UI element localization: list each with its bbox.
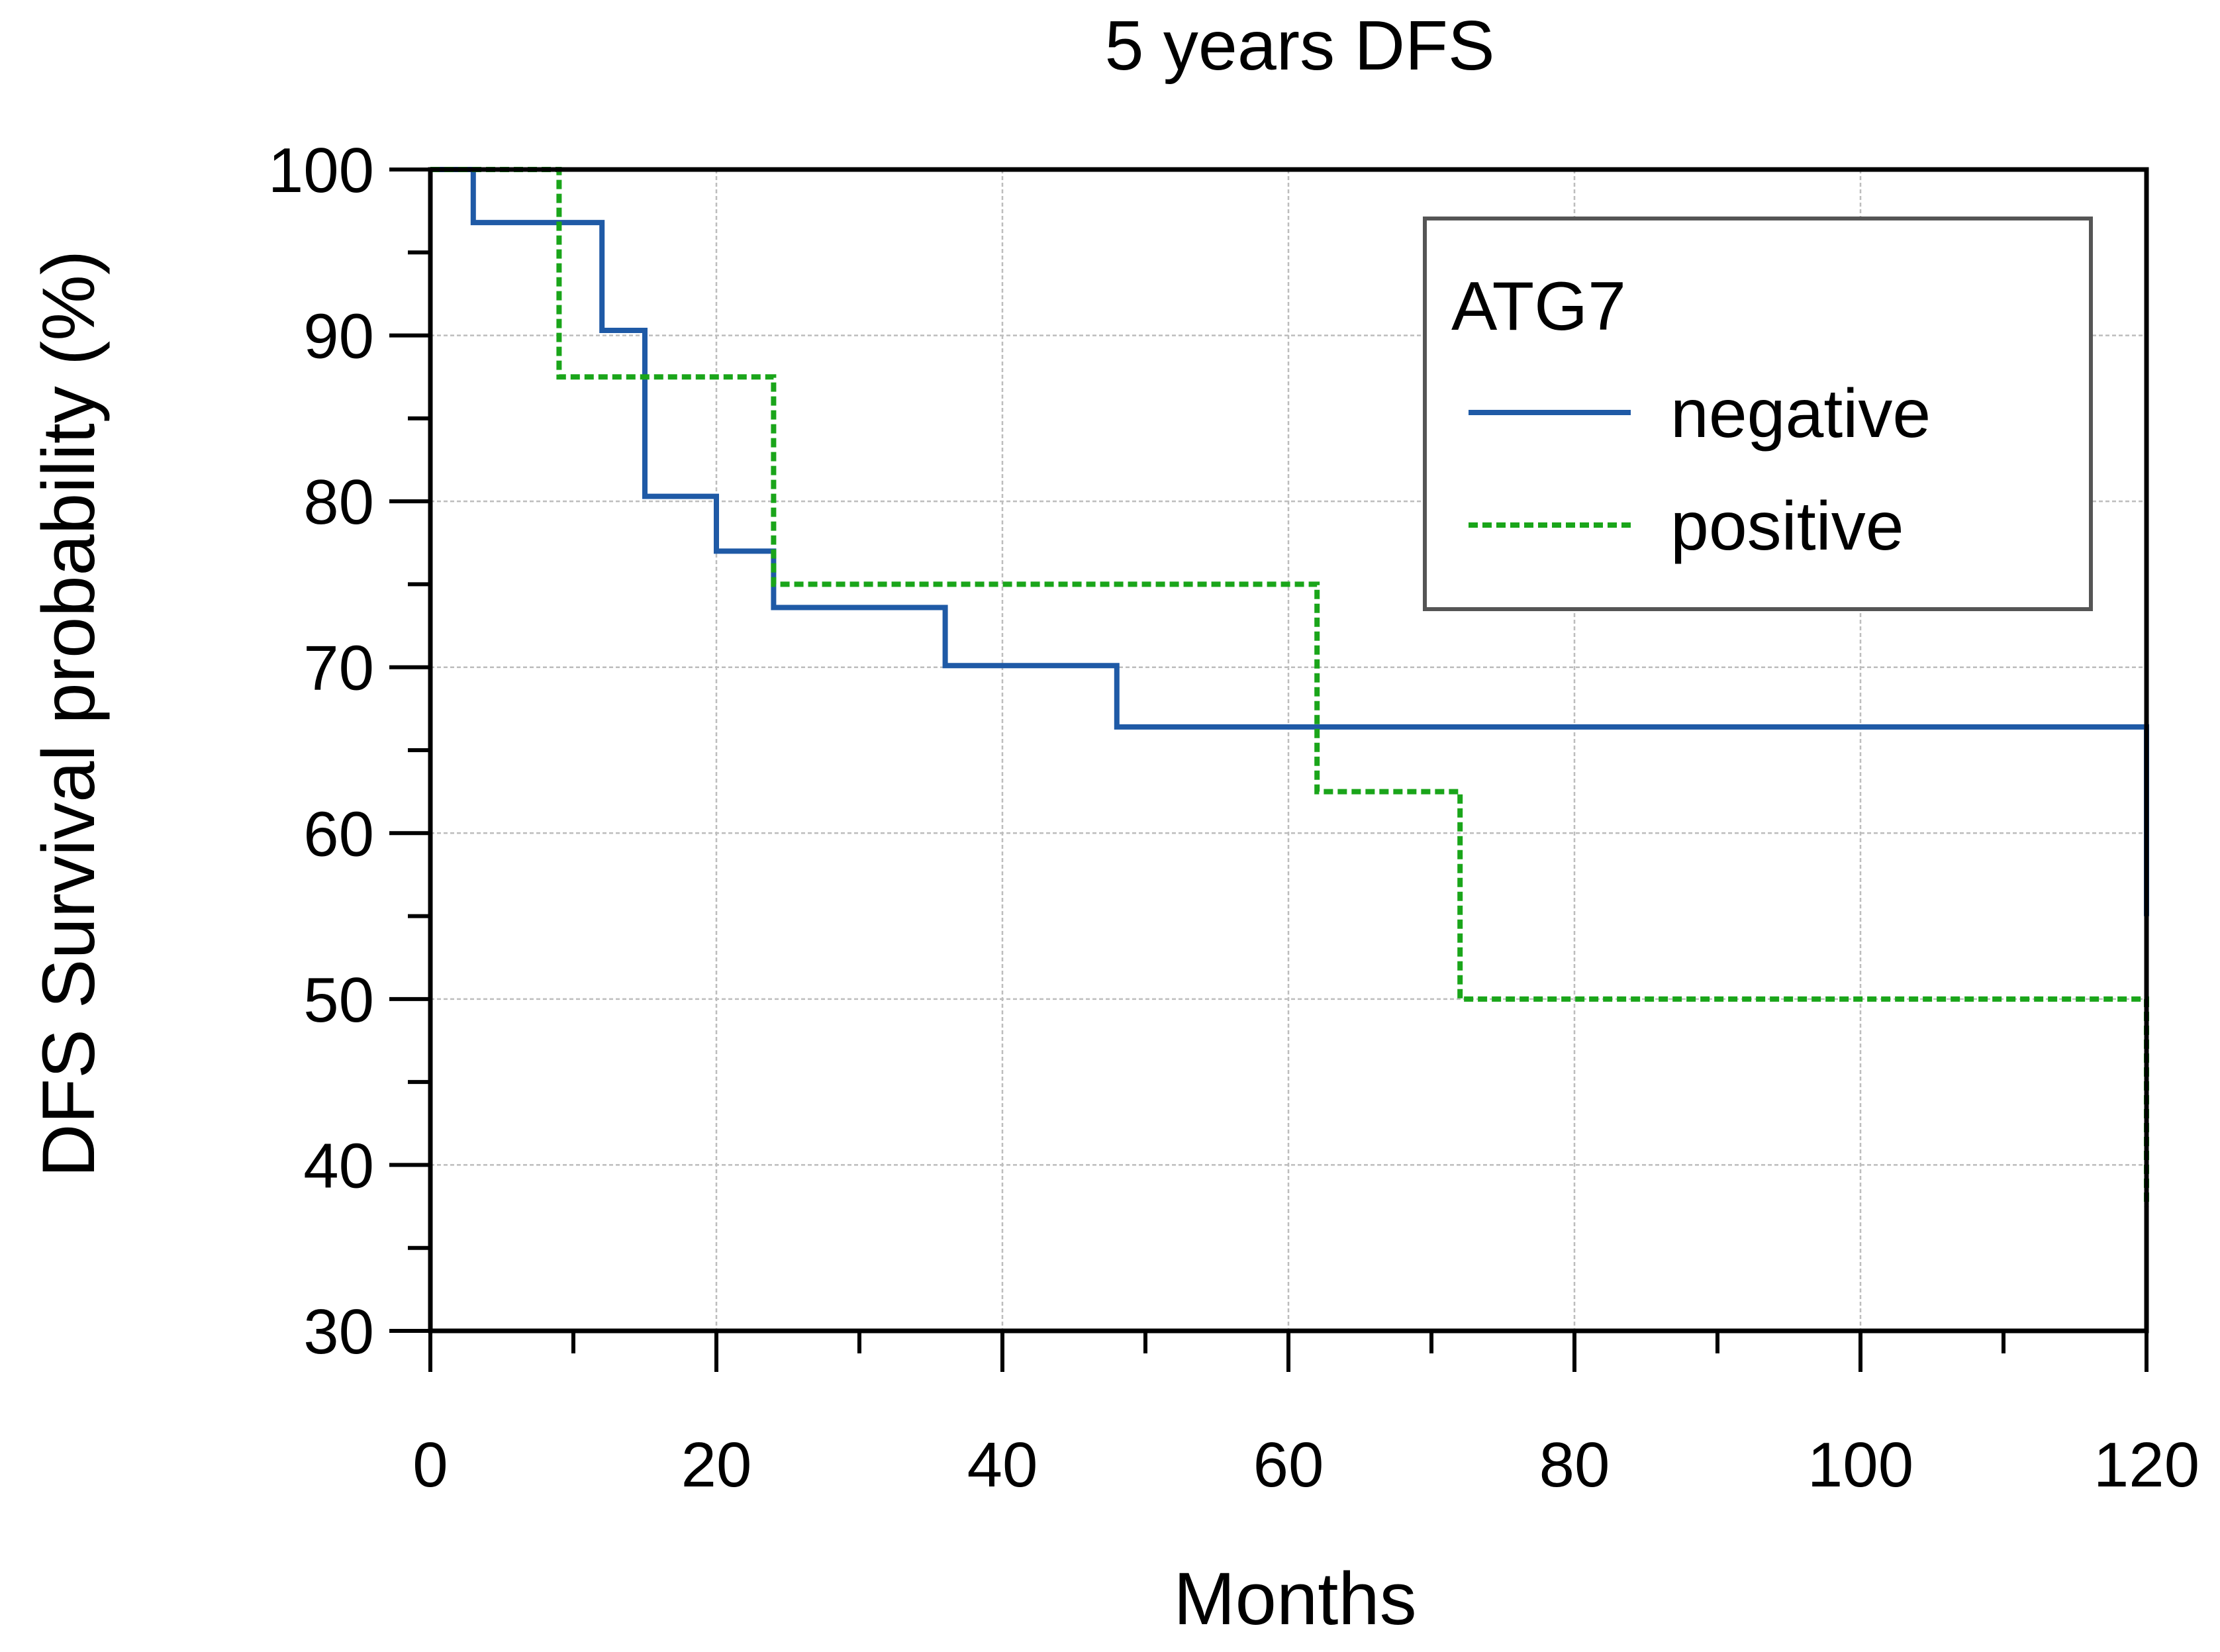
y-tick-label: 60 [303, 799, 374, 869]
legend-title: ATG7 [1451, 268, 1626, 345]
legend-label-positive: positive [1670, 488, 1904, 565]
x-tick-label: 60 [1253, 1430, 1324, 1500]
y-tick-label: 70 [303, 633, 374, 704]
y-axis-label: DFS Survival probability (%) [27, 250, 110, 1177]
plot-frame [428, 167, 2149, 1334]
x-tick-label: 120 [2094, 1430, 2199, 1500]
y-tick-label: 100 [268, 135, 374, 206]
chart-title: 5 years DFS [1104, 7, 1494, 85]
x-axis-label: Months [1173, 1557, 1416, 1640]
y-tick-label: 30 [303, 1296, 374, 1367]
x-tick-label: 0 [412, 1430, 448, 1500]
y-tick-label: 90 [303, 301, 374, 372]
axes: 0 20 40 60 80 100 120 30 40 50 60 70 80 90 100 [268, 135, 2199, 1500]
legend: ATG7 negative positive [1423, 217, 2093, 611]
x-tick-label: 40 [967, 1430, 1038, 1500]
legend-label-negative: negative [1670, 375, 1931, 452]
x-tick-label: 100 [1808, 1430, 1913, 1500]
y-tick-label: 50 [303, 965, 374, 1036]
series-line-positive [430, 167, 2149, 1207]
x-tick-label: 80 [1539, 1430, 1610, 1500]
y-tick-label: 80 [303, 467, 374, 538]
survival-curves [430, 167, 2149, 1207]
x-tick-label: 20 [681, 1430, 752, 1500]
y-tick-label: 40 [303, 1130, 374, 1201]
